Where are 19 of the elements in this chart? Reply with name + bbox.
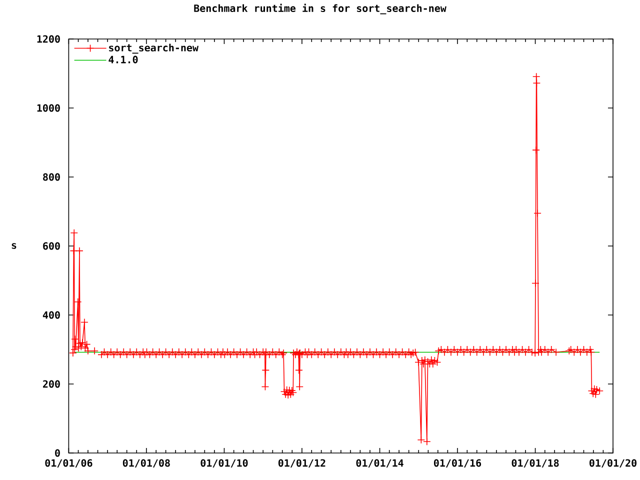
x-tick-label: 01/01/12 bbox=[278, 459, 326, 468]
x-tick-label: 01/01/06 bbox=[45, 459, 92, 468]
chart-title: Benchmark runtime in s for sort_search-new bbox=[194, 4, 446, 14]
legend-label: sort_search-new bbox=[109, 44, 199, 54]
y-tick-label: 800 bbox=[43, 173, 60, 181]
y-tick-label: 600 bbox=[43, 242, 60, 250]
y-tick-label: 1000 bbox=[37, 104, 60, 112]
legend-label: 4.1.0 bbox=[108, 56, 138, 64]
x-tick-label: 01/01/18 bbox=[512, 459, 559, 468]
y-tick-label: 200 bbox=[43, 380, 60, 388]
x-tick-label: 01/01/08 bbox=[122, 459, 170, 468]
y-tick-label: 0 bbox=[55, 449, 60, 457]
x-tick-label: 01/01/14 bbox=[356, 459, 404, 468]
x-tick-label: 01/01/10 bbox=[200, 459, 248, 468]
y-axis-title: s bbox=[12, 243, 16, 249]
y-tick-label: 1200 bbox=[37, 35, 60, 43]
x-tick-label: 01/01/20 bbox=[590, 459, 636, 468]
y-tick-label: 400 bbox=[42, 311, 60, 319]
x-tick-label: 01/01/16 bbox=[434, 459, 482, 468]
